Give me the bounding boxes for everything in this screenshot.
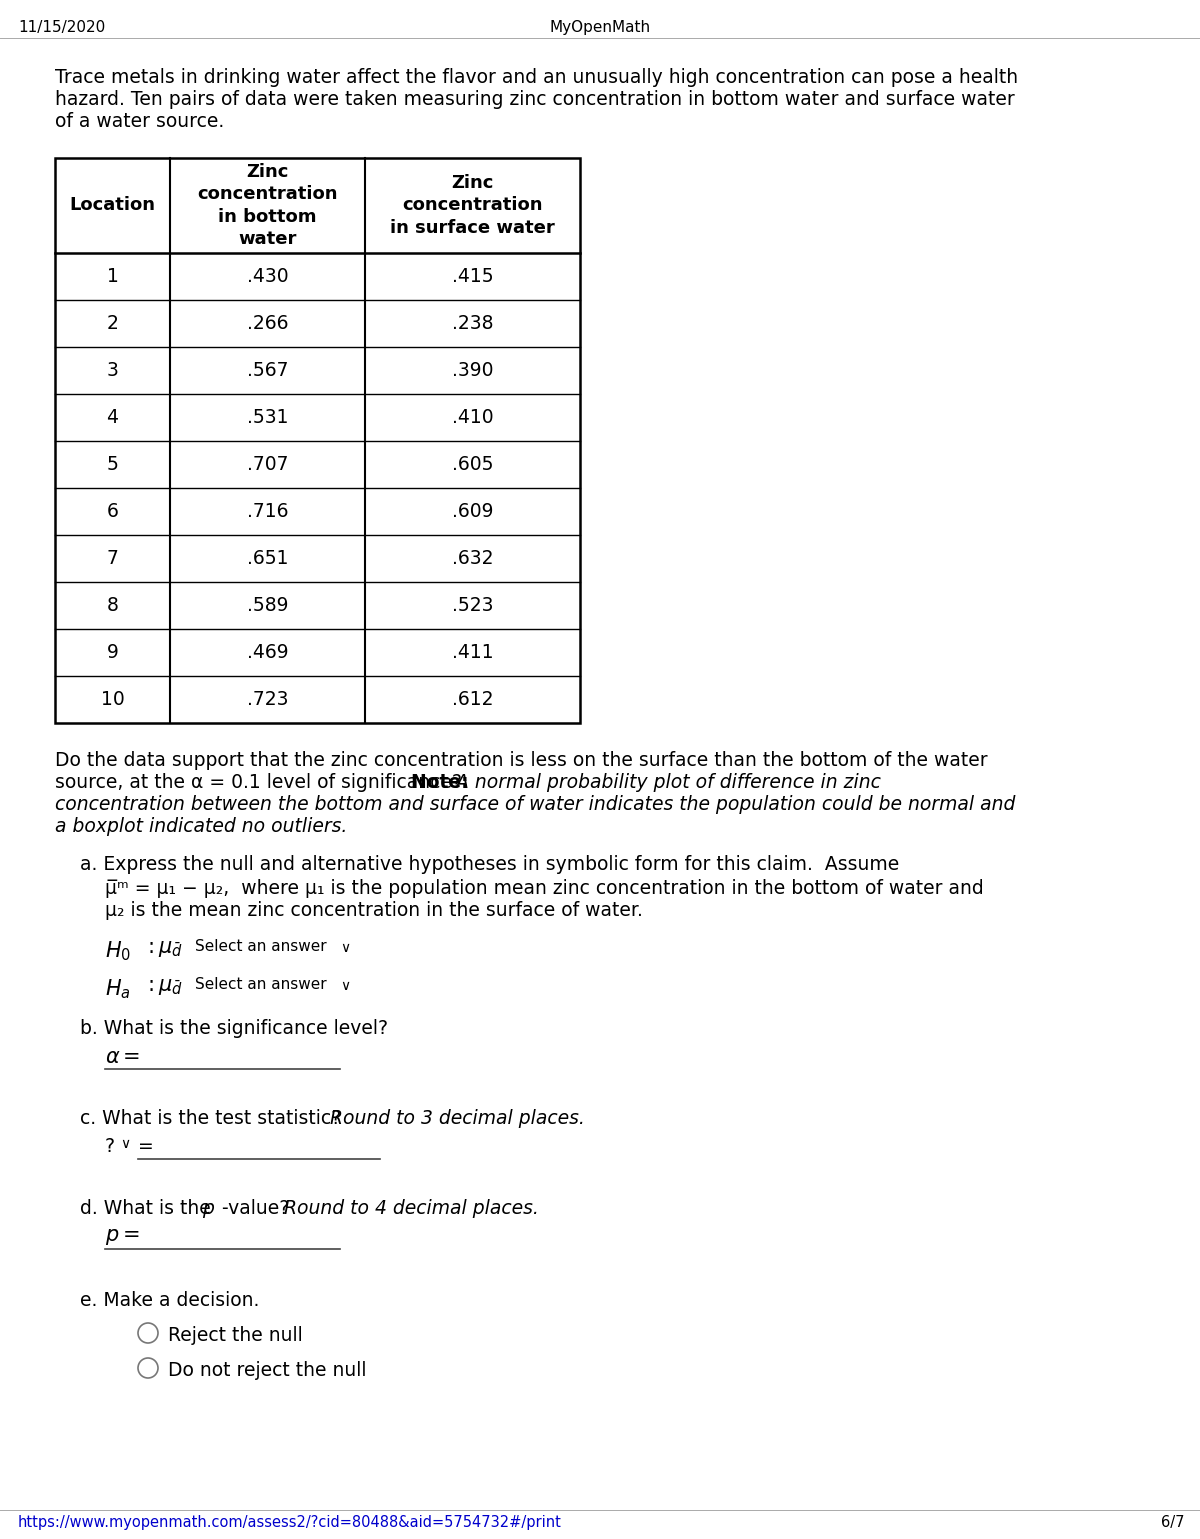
- Text: ?: ?: [106, 1137, 115, 1156]
- Text: Do not reject the null: Do not reject the null: [168, 1360, 366, 1380]
- Text: .609: .609: [451, 502, 493, 522]
- Text: .469: .469: [247, 643, 288, 662]
- Text: 1: 1: [107, 266, 119, 286]
- Text: .651: .651: [247, 549, 288, 568]
- Text: .523: .523: [451, 596, 493, 616]
- Text: 7: 7: [107, 549, 119, 568]
- Text: e. Make a decision.: e. Make a decision.: [80, 1291, 259, 1310]
- Text: p: p: [202, 1199, 214, 1217]
- Text: $H_a$: $H_a$: [106, 977, 131, 1000]
- Text: Round to 4 decimal places.: Round to 4 decimal places.: [284, 1199, 539, 1217]
- Text: ∨: ∨: [120, 1137, 130, 1151]
- Text: .707: .707: [247, 456, 288, 474]
- Text: .531: .531: [247, 408, 288, 426]
- Text: d. What is the: d. What is the: [80, 1199, 217, 1217]
- Text: Round to 3 decimal places.: Round to 3 decimal places.: [330, 1110, 584, 1128]
- Text: .612: .612: [451, 689, 493, 709]
- Text: .390: .390: [451, 362, 493, 380]
- Text: of a water source.: of a water source.: [55, 112, 224, 131]
- Text: 10: 10: [101, 689, 125, 709]
- Text: $:\mu_{\bar{d}}$: $:\mu_{\bar{d}}$: [143, 939, 182, 959]
- Text: Do the data support that the zinc concentration is less on the surface than the : Do the data support that the zinc concen…: [55, 751, 988, 770]
- Text: Zinc
concentration
in surface water: Zinc concentration in surface water: [390, 174, 554, 237]
- Text: μ₂ is the mean zinc concentration in the surface of water.: μ₂ is the mean zinc concentration in the…: [106, 900, 643, 920]
- Text: -value?: -value?: [216, 1199, 295, 1217]
- Text: $p =$: $p =$: [106, 1227, 139, 1247]
- Text: c. What is the test statistic?: c. What is the test statistic?: [80, 1110, 347, 1128]
- Text: 3: 3: [107, 362, 119, 380]
- Text: ∨: ∨: [340, 940, 350, 956]
- Text: 9: 9: [107, 643, 119, 662]
- Text: hazard. Ten pairs of data were taken measuring zinc concentration in bottom wate: hazard. Ten pairs of data were taken mea…: [55, 89, 1015, 109]
- Text: $:\mu_{\bar{d}}$: $:\mu_{\bar{d}}$: [143, 977, 182, 997]
- Text: Note:: Note:: [410, 773, 475, 793]
- Text: A normal probability plot of difference in zinc: A normal probability plot of difference …: [456, 773, 881, 793]
- Text: .410: .410: [451, 408, 493, 426]
- Text: μ̅ᵐ = μ₁ − μ₂,  where μ₁ is the population mean zinc concentration in the bottom: μ̅ᵐ = μ₁ − μ₂, where μ₁ is the populatio…: [106, 879, 984, 897]
- Text: source, at the α = 0.1 level of significance?: source, at the α = 0.1 level of signific…: [55, 773, 468, 793]
- Text: 5: 5: [107, 456, 119, 474]
- Text: ∨: ∨: [340, 979, 350, 993]
- Text: 6/7: 6/7: [1162, 1514, 1186, 1530]
- Text: a. Express the null and alternative hypotheses in symbolic form for this claim. : a. Express the null and alternative hypo…: [80, 856, 899, 874]
- Text: Trace metals in drinking water affect the flavor and an unusually high concentra: Trace metals in drinking water affect th…: [55, 68, 1018, 88]
- Text: .266: .266: [247, 314, 288, 332]
- Text: .411: .411: [451, 643, 493, 662]
- Text: .415: .415: [451, 266, 493, 286]
- Text: MyOpenMath: MyOpenMath: [550, 20, 650, 35]
- Text: https://www.myopenmath.com/assess2/?cid=80488&aid=5754732#/print: https://www.myopenmath.com/assess2/?cid=…: [18, 1514, 562, 1530]
- Text: 11/15/2020: 11/15/2020: [18, 20, 106, 35]
- Text: Select an answer: Select an answer: [194, 939, 326, 954]
- Text: 4: 4: [107, 408, 119, 426]
- Text: b. What is the significance level?: b. What is the significance level?: [80, 1019, 388, 1037]
- Text: 6: 6: [107, 502, 119, 522]
- Text: .567: .567: [247, 362, 288, 380]
- Text: .430: .430: [247, 266, 288, 286]
- Text: a boxplot indicated no outliers.: a boxplot indicated no outliers.: [55, 817, 347, 836]
- Text: .716: .716: [247, 502, 288, 522]
- Text: =: =: [138, 1137, 154, 1156]
- Text: 8: 8: [107, 596, 119, 616]
- Text: .632: .632: [451, 549, 493, 568]
- Text: concentration between the bottom and surface of water indicates the population c: concentration between the bottom and sur…: [55, 796, 1015, 814]
- Text: .605: .605: [451, 456, 493, 474]
- Text: .723: .723: [247, 689, 288, 709]
- Text: Location: Location: [70, 197, 156, 214]
- Text: $\alpha =$: $\alpha =$: [106, 1047, 140, 1067]
- Text: .238: .238: [451, 314, 493, 332]
- Text: Zinc
concentration
in bottom
water: Zinc concentration in bottom water: [197, 163, 337, 248]
- Text: Select an answer: Select an answer: [194, 977, 326, 993]
- Text: Reject the null: Reject the null: [168, 1327, 302, 1345]
- Bar: [55, 159, 580, 723]
- Text: $H_0$: $H_0$: [106, 939, 131, 962]
- Text: .589: .589: [247, 596, 288, 616]
- Text: 2: 2: [107, 314, 119, 332]
